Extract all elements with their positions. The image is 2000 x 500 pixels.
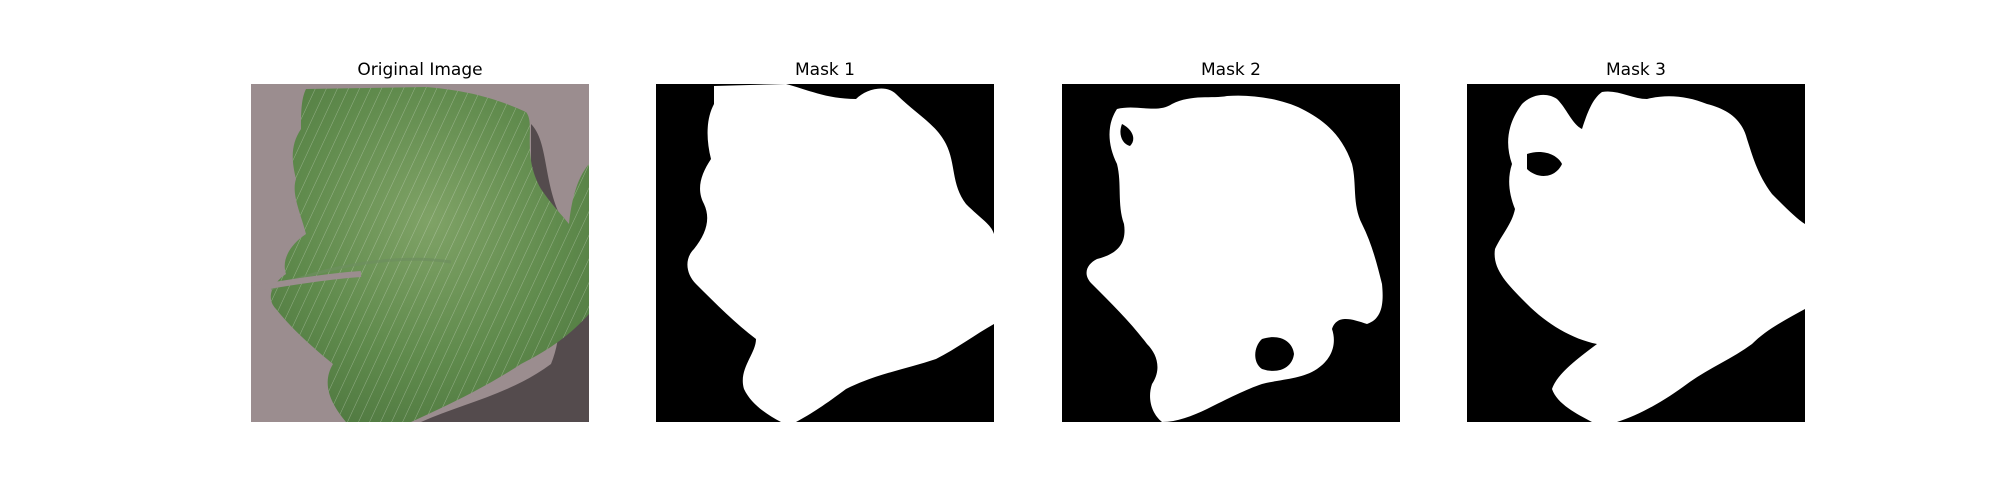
- original-image-title: Original Image: [251, 58, 589, 82]
- mask-2-title: Mask 2: [1062, 58, 1400, 82]
- mask-1-image: [656, 84, 994, 422]
- mask-3-panel: [1467, 84, 1805, 422]
- mask-2-image: [1062, 84, 1400, 422]
- mask-3-image: [1467, 84, 1805, 422]
- leaf-photo: [251, 84, 589, 422]
- mask-3-title: Mask 3: [1467, 58, 1805, 82]
- original-image-panel: [251, 84, 589, 422]
- mask-2-panel: [1062, 84, 1400, 422]
- mask-1-panel: [656, 84, 994, 422]
- mask-1-title: Mask 1: [656, 58, 994, 82]
